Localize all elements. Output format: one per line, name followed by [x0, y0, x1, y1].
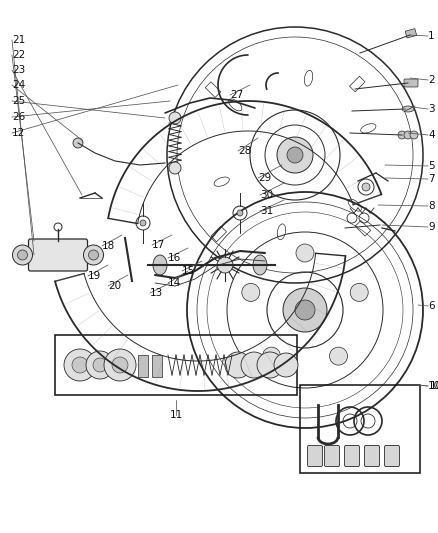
- Bar: [138, 355, 148, 377]
- Circle shape: [140, 220, 146, 226]
- Circle shape: [283, 288, 327, 332]
- Text: 23: 23: [12, 65, 25, 75]
- Text: 10: 10: [430, 381, 438, 391]
- Text: 5: 5: [428, 161, 434, 171]
- Circle shape: [217, 257, 233, 273]
- Bar: [350, 76, 365, 92]
- Circle shape: [169, 162, 181, 174]
- Text: 31: 31: [260, 206, 273, 216]
- Circle shape: [295, 300, 315, 320]
- Circle shape: [18, 250, 28, 260]
- Text: 3: 3: [428, 104, 434, 114]
- Circle shape: [84, 245, 103, 265]
- Text: 22: 22: [12, 50, 25, 60]
- Circle shape: [398, 131, 406, 139]
- Text: 13: 13: [150, 288, 163, 298]
- Circle shape: [329, 347, 347, 365]
- Text: 15: 15: [182, 266, 195, 276]
- FancyBboxPatch shape: [307, 446, 322, 466]
- Text: 28: 28: [238, 146, 251, 156]
- Bar: [211, 226, 226, 242]
- Text: 20: 20: [108, 281, 121, 291]
- Text: 18: 18: [102, 241, 115, 251]
- Circle shape: [237, 210, 243, 216]
- Bar: [300, 385, 420, 473]
- Text: 8: 8: [428, 201, 434, 211]
- Text: 11: 11: [170, 410, 183, 420]
- Circle shape: [72, 357, 88, 373]
- Text: 6: 6: [428, 301, 434, 311]
- Circle shape: [262, 347, 280, 365]
- Text: 16: 16: [168, 253, 181, 263]
- Bar: [152, 355, 162, 377]
- Text: 29: 29: [258, 173, 271, 183]
- FancyBboxPatch shape: [364, 446, 379, 466]
- Text: 26: 26: [12, 112, 25, 122]
- Circle shape: [404, 131, 412, 139]
- Circle shape: [277, 137, 313, 173]
- Circle shape: [93, 358, 107, 372]
- Text: 17: 17: [152, 240, 165, 250]
- FancyBboxPatch shape: [404, 79, 418, 87]
- Bar: [55, 335, 297, 395]
- Text: 19: 19: [88, 271, 101, 281]
- Circle shape: [410, 131, 418, 139]
- Text: 7: 7: [428, 174, 434, 184]
- Text: 27: 27: [230, 90, 243, 100]
- Text: 24: 24: [12, 80, 25, 90]
- Text: 30: 30: [260, 190, 273, 200]
- FancyBboxPatch shape: [385, 446, 399, 466]
- Text: 9: 9: [428, 222, 434, 232]
- Bar: [355, 221, 371, 236]
- Circle shape: [104, 349, 136, 381]
- Circle shape: [362, 183, 370, 191]
- Text: 12: 12: [12, 128, 25, 138]
- Text: 10: 10: [428, 381, 438, 391]
- Circle shape: [73, 138, 83, 148]
- Text: 21: 21: [12, 35, 25, 45]
- Ellipse shape: [402, 106, 414, 112]
- Text: 4: 4: [428, 130, 434, 140]
- Circle shape: [274, 353, 298, 377]
- Circle shape: [64, 349, 96, 381]
- Circle shape: [86, 351, 114, 379]
- Circle shape: [242, 284, 260, 301]
- Circle shape: [296, 244, 314, 262]
- Circle shape: [287, 147, 303, 163]
- Bar: [205, 82, 221, 98]
- Circle shape: [350, 284, 368, 301]
- Circle shape: [257, 352, 283, 378]
- Circle shape: [241, 352, 267, 378]
- Circle shape: [112, 357, 128, 373]
- Circle shape: [13, 245, 32, 265]
- Circle shape: [225, 352, 251, 378]
- FancyBboxPatch shape: [345, 446, 360, 466]
- Text: 25: 25: [12, 96, 25, 106]
- Text: 1: 1: [428, 31, 434, 41]
- Ellipse shape: [253, 255, 267, 275]
- Text: 2: 2: [428, 75, 434, 85]
- Ellipse shape: [153, 255, 167, 275]
- FancyBboxPatch shape: [28, 239, 88, 271]
- Circle shape: [88, 250, 99, 260]
- Text: 14: 14: [168, 278, 181, 288]
- Bar: [405, 29, 417, 38]
- Circle shape: [169, 112, 181, 124]
- FancyBboxPatch shape: [325, 446, 339, 466]
